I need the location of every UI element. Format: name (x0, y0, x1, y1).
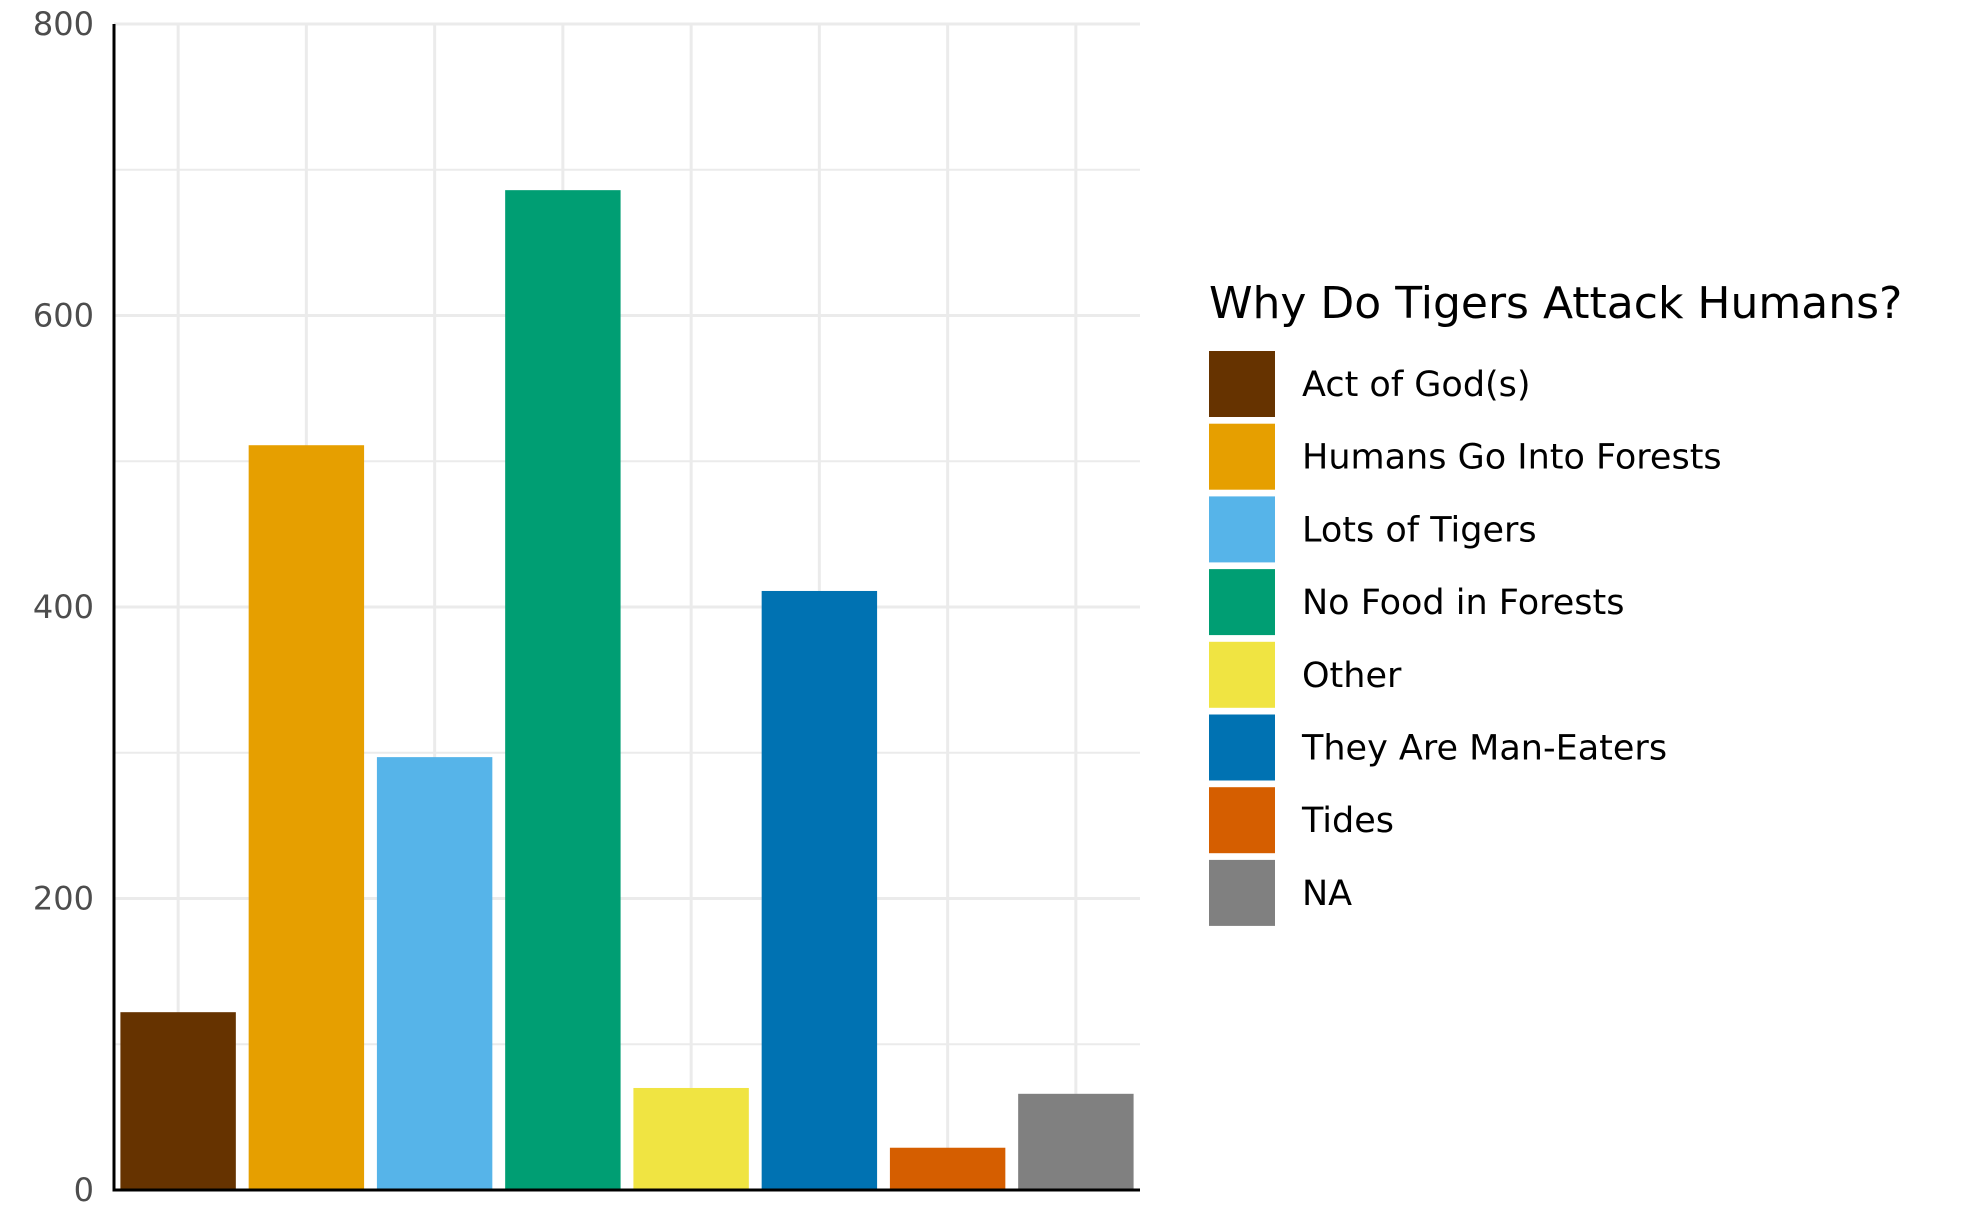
legend-label: No Food in Forests (1302, 583, 1624, 623)
legend-swatch (1209, 351, 1275, 417)
bars (120, 190, 1134, 1190)
legend-swatch (1209, 641, 1275, 708)
y-tick-label: 600 (33, 297, 94, 335)
legend-items: Act of God(s) Humans Go Into Forests Lots … (1209, 351, 1722, 926)
legend-swatch (1209, 714, 1275, 781)
legend-label: They Are Man-Eaters (1301, 729, 1667, 769)
bar-act-of-god-s (120, 1012, 236, 1190)
legend-title: Why Do Tigers Attack Humans? (1209, 278, 1902, 329)
legend-label: Other (1302, 656, 1402, 696)
legend-swatch (1209, 496, 1275, 563)
bar-lots-of-tigers (376, 757, 493, 1190)
bar-other (633, 1087, 749, 1190)
bar-no-food-in-forests (505, 190, 621, 1190)
legend-label: Humans Go Into Forests (1302, 438, 1722, 478)
legend-swatch (1209, 569, 1275, 636)
y-tick-label: 400 (33, 588, 94, 626)
legend-label: Act of God(s) (1302, 365, 1531, 405)
legend-swatch (1209, 423, 1275, 490)
y-tick-label: 200 (33, 880, 94, 918)
bar-na (1018, 1093, 1134, 1190)
y-tick-label: 800 (33, 5, 94, 43)
bar-tides (889, 1147, 1006, 1190)
bar-humans-go-into-forests (248, 445, 365, 1190)
legend-label: Lots of Tigers (1302, 510, 1537, 550)
legend-swatch (1209, 787, 1275, 854)
legend-label: Tides (1301, 801, 1394, 841)
y-axis-tick-labels: 0 200 400 600 800 (33, 5, 94, 1209)
legend-label: NA (1302, 874, 1352, 914)
legend: Why Do Tigers Attack Humans? Act of God(… (1209, 278, 1902, 926)
y-tick-label: 0 (74, 1171, 94, 1209)
legend-swatch (1209, 859, 1275, 926)
bar-they-are-man-eaters (761, 590, 878, 1190)
